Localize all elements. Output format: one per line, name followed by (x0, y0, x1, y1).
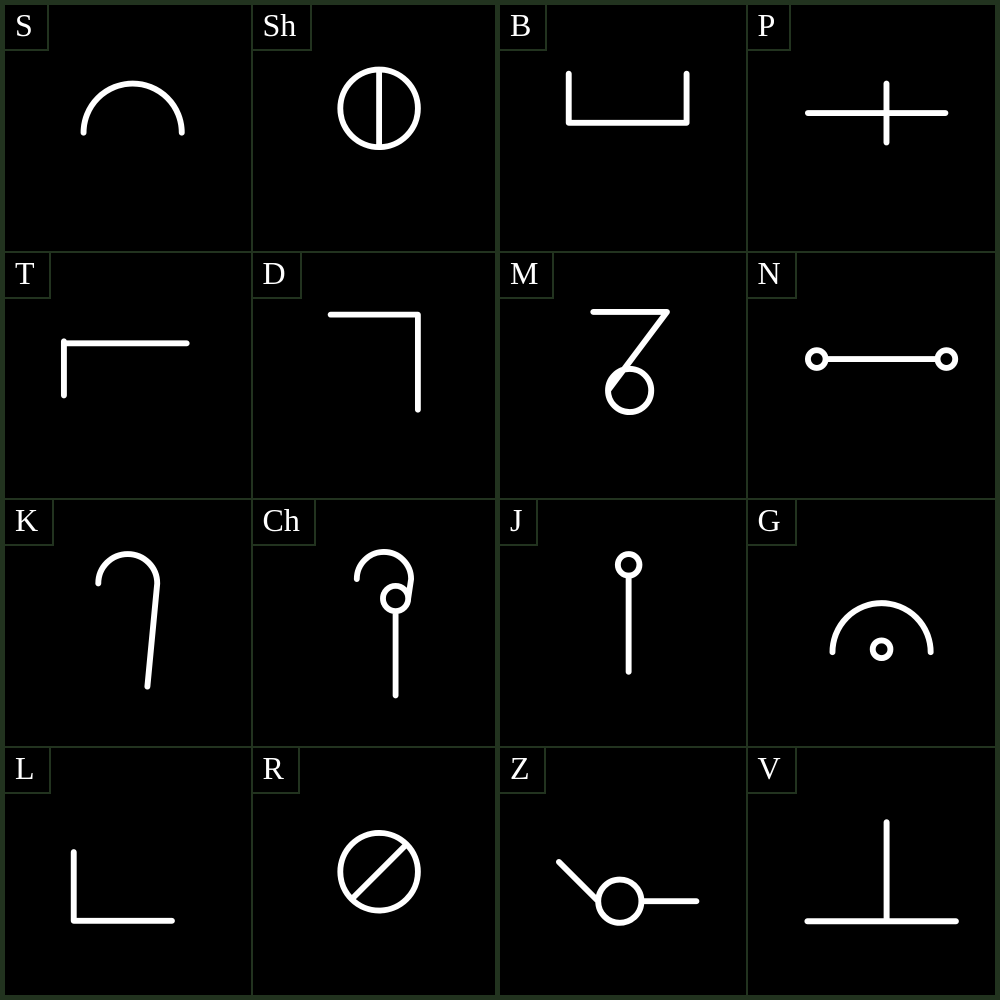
label-text: Z (510, 750, 530, 786)
label-box-p: P (748, 5, 792, 51)
label-text: Ch (263, 502, 300, 538)
cell-j: J (500, 500, 748, 748)
label-box-sh: Sh (253, 5, 313, 51)
label-box-b: B (500, 5, 547, 51)
cell-g: G (748, 500, 996, 748)
cell-s: S (5, 5, 253, 253)
label-text: V (758, 750, 781, 786)
label-text: Sh (263, 7, 297, 43)
label-text: B (510, 7, 531, 43)
label-text: P (758, 7, 776, 43)
label-box-g: G (748, 500, 797, 546)
label-text: J (510, 502, 522, 538)
cell-p: P (748, 5, 996, 253)
label-box-l: L (5, 748, 51, 794)
label-text: S (15, 7, 33, 43)
cell-ch: Ch (253, 500, 501, 748)
cell-t: T (5, 253, 253, 501)
label-box-z: Z (500, 748, 546, 794)
label-text: K (15, 502, 38, 538)
label-text: R (263, 750, 284, 786)
cell-l: L (5, 748, 253, 996)
label-text: L (15, 750, 35, 786)
symbol-grid: S Sh B P T D M N K Ch J G L R Z V (0, 0, 1000, 1000)
label-text: D (263, 255, 286, 291)
cell-sh: Sh (253, 5, 501, 253)
label-box-t: T (5, 253, 51, 299)
label-box-ch: Ch (253, 500, 316, 546)
cell-r: R (253, 748, 501, 996)
label-box-s: S (5, 5, 49, 51)
cell-n: N (748, 253, 996, 501)
cell-v: V (748, 748, 996, 996)
cell-k: K (5, 500, 253, 748)
cell-z: Z (500, 748, 748, 996)
label-text: G (758, 502, 781, 538)
label-box-k: K (5, 500, 54, 546)
cell-m: M (500, 253, 748, 501)
cell-b: B (500, 5, 748, 253)
label-text: T (15, 255, 35, 291)
label-box-j: J (500, 500, 538, 546)
label-box-r: R (253, 748, 300, 794)
label-box-n: N (748, 253, 797, 299)
label-text: M (510, 255, 538, 291)
label-text: N (758, 255, 781, 291)
label-box-d: D (253, 253, 302, 299)
label-box-m: M (500, 253, 554, 299)
cell-d: D (253, 253, 501, 501)
label-box-v: V (748, 748, 797, 794)
